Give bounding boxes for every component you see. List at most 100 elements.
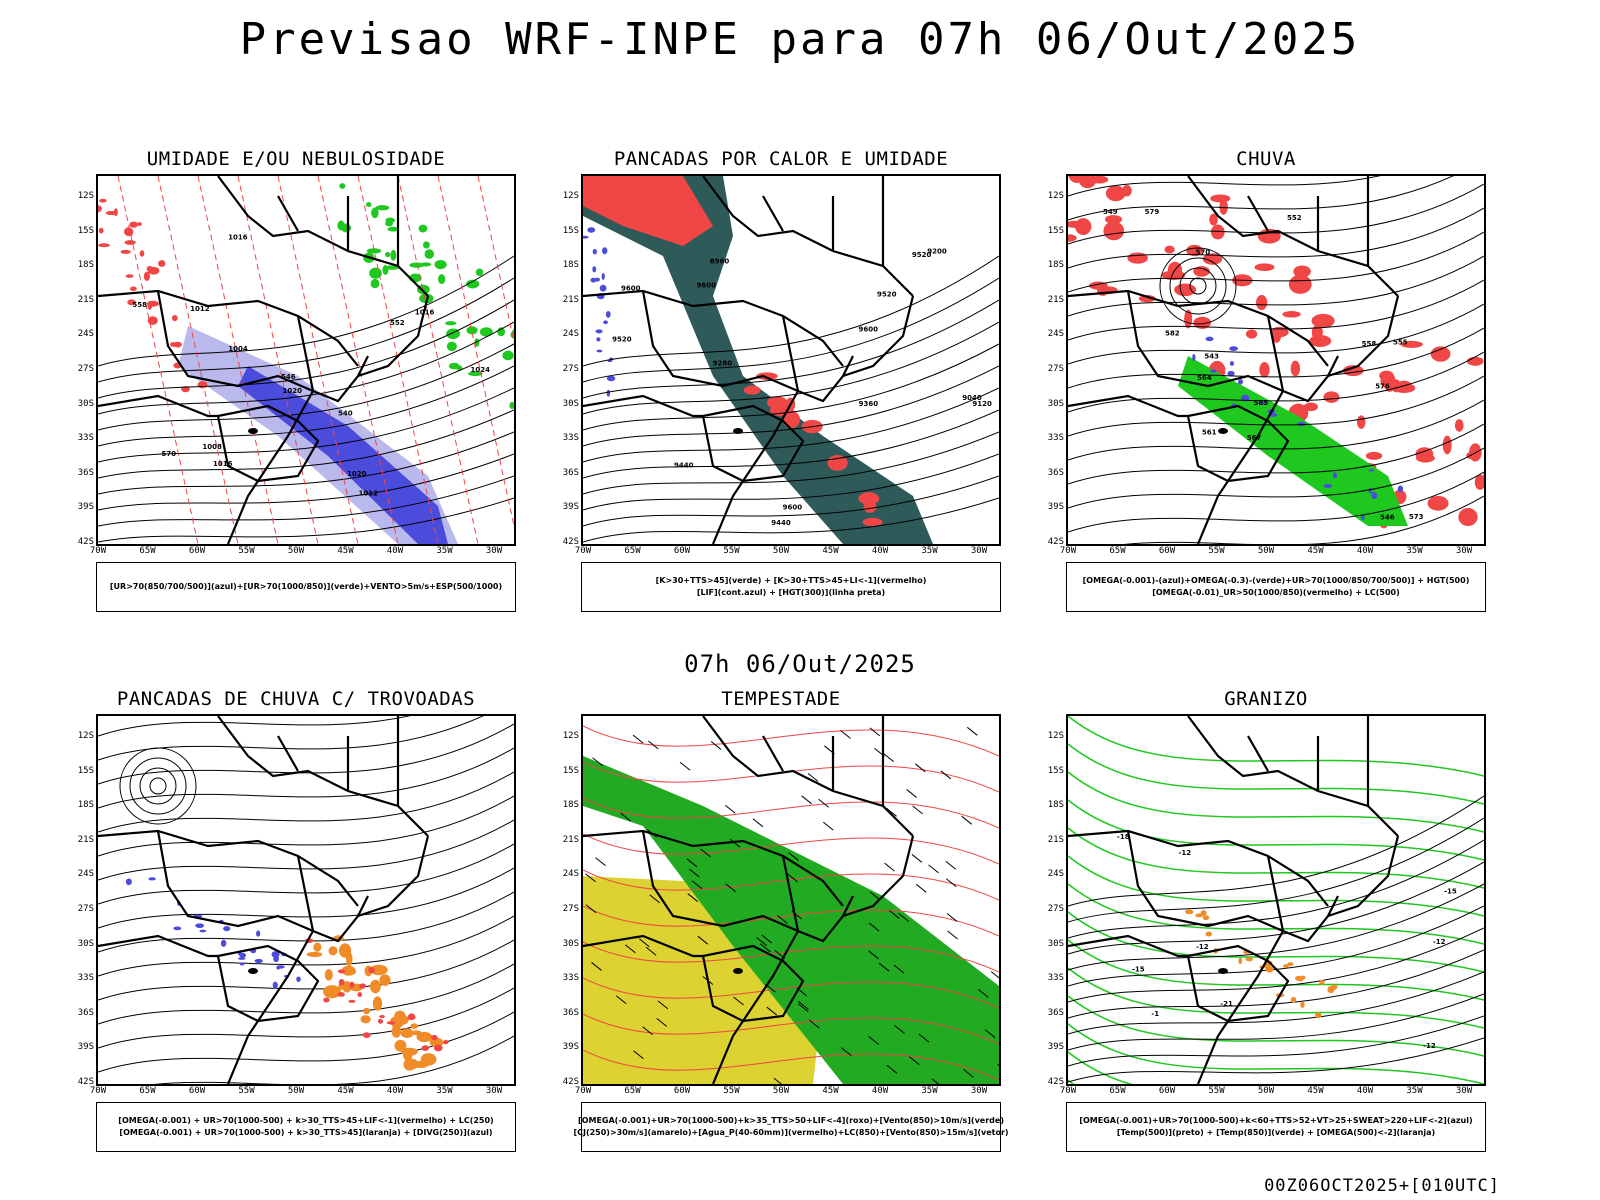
latitude-tick-label: 15S <box>1047 765 1064 776</box>
border-line <box>312 895 369 943</box>
map-canvas <box>583 716 999 1084</box>
longitude-tick-label: 50W <box>287 1086 305 1096</box>
wind-vector <box>686 858 698 868</box>
field-patch <box>1400 340 1423 348</box>
streamline <box>1068 447 1484 509</box>
contour-value-label: 546 <box>281 373 296 381</box>
field-patch <box>766 396 788 409</box>
wind-vector <box>760 943 771 953</box>
map-pancadas-calor[interactable]: 9600 9600 9600 9600 9520 9440 9360 9280 9200 9120… <box>581 174 1001 546</box>
border-line <box>357 295 430 378</box>
border-line <box>1247 176 1370 266</box>
contour-value-label: 585 <box>1254 399 1269 407</box>
thickness-contour <box>197 176 279 544</box>
wind-vector <box>915 883 927 893</box>
latitude-tick-label: 36S <box>77 467 94 478</box>
longitude-tick-label: 45W <box>822 1086 839 1096</box>
streamline <box>1068 303 1484 365</box>
contour-line <box>1068 861 1484 955</box>
contour-line <box>583 387 999 463</box>
longitude-tick-label: 70W <box>574 1086 592 1096</box>
field-patch <box>1193 316 1212 329</box>
field-patch <box>407 1014 416 1021</box>
latitude-tick-label: 24S <box>77 329 94 340</box>
wind-vector <box>807 773 819 782</box>
field-patch <box>466 326 478 335</box>
contour-value-label: 549 <box>1103 208 1118 216</box>
temp850-contour <box>1068 911 1484 973</box>
humidity-core <box>238 366 448 544</box>
field-patch <box>595 329 603 334</box>
field-patch <box>1184 309 1193 329</box>
field-patch <box>359 983 367 989</box>
field-patch <box>606 375 616 382</box>
contour-line <box>98 299 514 399</box>
latitude-tick-label: 21S <box>1047 834 1064 845</box>
wind-vector <box>963 1068 974 1078</box>
field-patch <box>391 1025 402 1038</box>
field-patch <box>98 205 102 213</box>
contour-value-label: -12 <box>1423 1042 1436 1050</box>
wind-vector <box>886 1064 898 1074</box>
border-line <box>357 835 430 918</box>
border-line <box>1068 829 1329 907</box>
border-line <box>1126 290 1284 393</box>
border-line <box>711 855 800 1084</box>
wind-vector <box>777 915 788 924</box>
border-line <box>701 404 805 483</box>
contour-line <box>583 453 999 511</box>
contour-value-label: 9360 <box>859 400 879 408</box>
longitude-tick-label: 65W <box>624 1086 641 1096</box>
field-patch <box>1205 336 1214 342</box>
cyclone-contour <box>1159 247 1237 325</box>
field-patch <box>605 311 611 318</box>
map-umidade[interactable]: 1012 1016 1008 1012 1016 1020 1024 1004 1020 1016… <box>96 174 516 546</box>
contour-value-label: 1024 <box>471 366 491 374</box>
temp850-contour <box>1068 827 1484 889</box>
wind-vector <box>595 857 606 867</box>
wind-vector <box>615 995 627 1005</box>
field-patch <box>1298 977 1304 982</box>
contour-line <box>98 343 514 431</box>
panel-title: PANCADAS POR CALOR E UMIDADE <box>613 148 949 170</box>
field-patch <box>1078 176 1097 189</box>
legend-line-2: [OMEGA(-0.01)_UR>50(1000/850)(vermelho) … <box>1152 588 1400 597</box>
border-line <box>583 394 703 418</box>
map-granizo[interactable]: -12 -15 -18 -21 -12 -15 -12 -12 -1 <box>1066 714 1486 1086</box>
field-patch <box>502 350 514 361</box>
contour-line <box>583 255 999 367</box>
longitude-tick-label: 45W <box>1307 1086 1324 1096</box>
latitude-tick-label: 39S <box>77 1042 94 1053</box>
map-chuva[interactable]: 585 582 579 576 573 570 567 564 561 558 555 552 549 5… <box>1066 174 1486 546</box>
border-line <box>216 944 320 1023</box>
contour-line <box>583 409 999 479</box>
field-patch <box>337 220 345 231</box>
field-patch <box>1164 245 1175 254</box>
border-line <box>1187 716 1399 837</box>
field-patch <box>368 967 375 974</box>
longitude-tick-label: 70W <box>89 1086 107 1096</box>
latitude-tick-label: 18S <box>1047 800 1064 811</box>
field-patch <box>1202 915 1210 921</box>
wind-vector <box>756 937 768 946</box>
longitude-tick-label: 50W <box>287 546 305 556</box>
panel-granizo: GRANIZO 12S 15S 18S 21S 24S 27S 30S 33S 36S 39S 42… <box>1046 688 1486 1152</box>
streamline <box>154 1035 514 1084</box>
field-patch <box>137 222 142 226</box>
longitude-tick-label: 40W <box>1356 546 1374 556</box>
field-patch <box>409 262 425 268</box>
contour-value-label: 573 <box>1409 513 1424 521</box>
map-trovoadas[interactable] <box>96 714 516 1086</box>
map-tempestade[interactable] <box>581 714 1001 1086</box>
latitude-tick-label: 27S <box>1047 364 1064 374</box>
thickness-contour <box>237 176 319 544</box>
field-patch <box>328 946 338 956</box>
field-patch <box>400 1028 414 1039</box>
contour-value-label: 1020 <box>283 387 303 395</box>
longitude-tick-label: 60W <box>1158 546 1176 556</box>
field-patch <box>271 951 280 958</box>
latitude-tick-label: 36S <box>1047 467 1064 478</box>
border-line <box>842 295 915 378</box>
field-patch <box>1270 326 1289 338</box>
wind-vector <box>656 1017 668 1027</box>
